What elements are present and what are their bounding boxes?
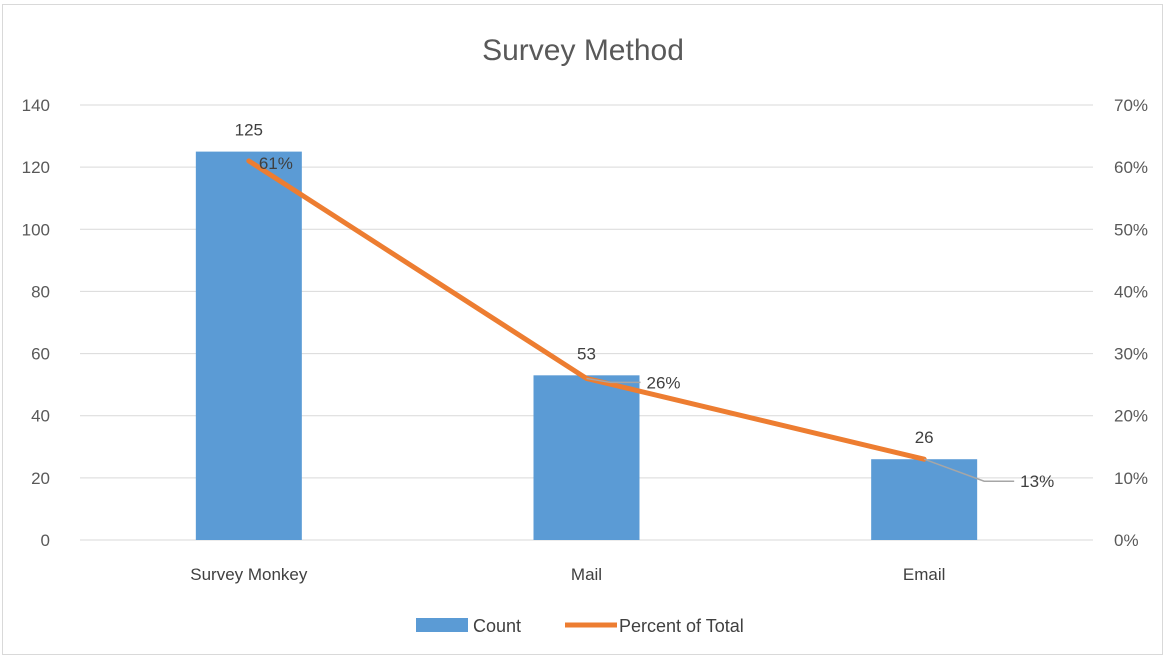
left-axis-ticks: 0 20 40 60 80 100 120 140 [22, 96, 50, 550]
right-tick-label: 60% [1114, 158, 1148, 177]
category-labels: Survey Monkey Mail Email [190, 565, 945, 584]
left-tick-label: 40 [31, 407, 50, 426]
legend-swatch-count [416, 618, 468, 632]
chart-title: Survey Method [482, 34, 684, 67]
right-tick-label: 10% [1114, 469, 1148, 488]
bar-series [195, 151, 978, 540]
line-data-label: 13% [1020, 472, 1054, 491]
category-label: Email [903, 565, 946, 584]
right-axis-ticks: 0% 10% 20% 30% 40% 50% 60% 70% [1114, 96, 1148, 550]
category-label: Mail [571, 565, 602, 584]
right-tick-label: 40% [1114, 282, 1148, 301]
legend-label-count: Count [473, 616, 521, 636]
right-tick-label: 70% [1114, 96, 1148, 115]
bar [533, 375, 640, 540]
bar [871, 459, 978, 540]
left-tick-label: 60 [31, 345, 50, 364]
left-tick-label: 100 [22, 220, 50, 239]
category-label: Survey Monkey [190, 565, 308, 584]
line-data-label: 26% [647, 373, 681, 392]
bar-data-label: 26 [915, 428, 934, 447]
left-tick-label: 0 [41, 531, 50, 550]
line-data-label: 61% [259, 154, 293, 173]
chart-frame [2, 4, 1163, 655]
legend-label-percent: Percent of Total [619, 616, 744, 636]
right-tick-label: 20% [1114, 407, 1148, 426]
legend: Count Percent of Total [416, 616, 744, 636]
right-tick-label: 30% [1114, 345, 1148, 364]
label-leader-line [586, 377, 641, 384]
label-leader-line [923, 458, 1015, 482]
bar-data-labels: 125 53 26 [235, 121, 934, 448]
bar-data-label: 125 [235, 121, 263, 140]
left-tick-label: 140 [22, 96, 50, 115]
right-tick-label: 0% [1114, 531, 1139, 550]
right-tick-label: 50% [1114, 220, 1148, 239]
left-tick-label: 80 [31, 282, 50, 301]
left-tick-label: 120 [22, 158, 50, 177]
bar-data-label: 53 [577, 344, 596, 363]
bar [195, 151, 302, 540]
line-data-labels: 61% 26% 13% [259, 154, 1054, 491]
left-tick-label: 20 [31, 469, 50, 488]
